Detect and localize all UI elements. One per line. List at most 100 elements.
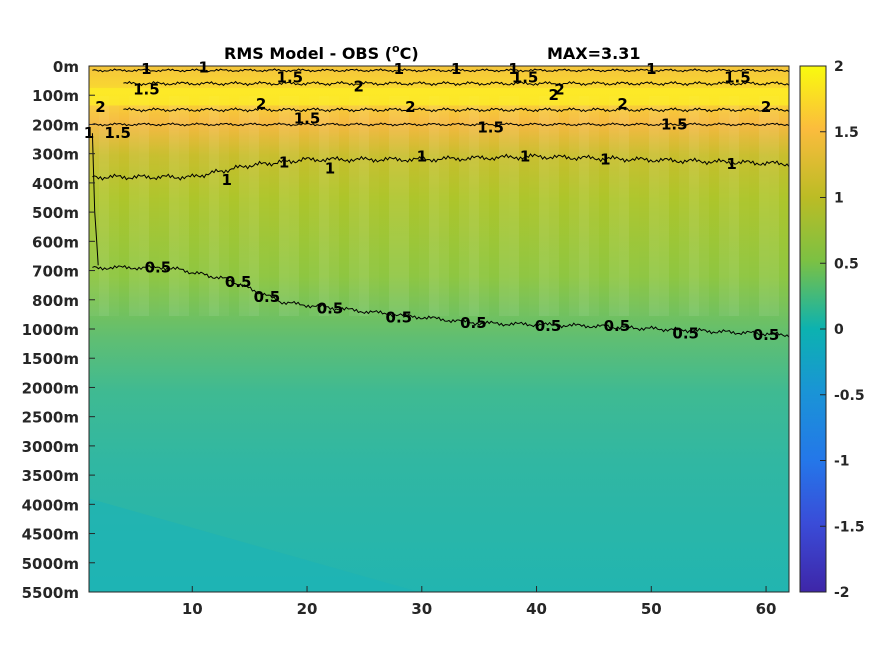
y-tick-label: 5500m — [22, 584, 79, 602]
heatmap-stripe — [689, 96, 699, 316]
contour-label: 1 — [84, 124, 94, 142]
y-tick-label: 4500m — [22, 526, 79, 544]
colorbar: 2 1.5 1 0.5 0 -0.5 -1 -1.5 -2 — [799, 59, 865, 601]
heatmap-stripe — [409, 96, 419, 316]
heatmap-stripe — [359, 96, 369, 316]
y-tick-label: 700m — [32, 263, 79, 281]
contour-label: 0.5 — [604, 317, 631, 335]
y-tick-label: 800m — [32, 292, 79, 310]
y-tick-label: 1000m — [22, 321, 79, 339]
max-band — [89, 87, 789, 106]
y-tick-label: 200m — [32, 116, 79, 134]
contour-label: 1 — [394, 60, 404, 78]
contour-label: 1 — [600, 151, 610, 169]
heatmap-stripe — [649, 96, 659, 316]
y-tick-label: 0m — [53, 58, 79, 76]
y-tick-label: 3000m — [22, 438, 79, 456]
heatmap-stripe — [379, 96, 389, 316]
heatmap-stripe — [419, 96, 429, 316]
y-tick-label: 500m — [32, 204, 79, 222]
colorbar-tick-label: -2 — [834, 585, 850, 601]
heatmap-stripe — [769, 96, 779, 316]
heatmap-stripe — [189, 96, 199, 316]
heatmap-stripe — [309, 96, 319, 316]
contour-label: 1.5 — [133, 80, 160, 98]
contour-label: 1.5 — [104, 124, 131, 142]
contour-label: 1.5 — [724, 69, 751, 87]
title-main: RMS Model - OBS ( — [224, 44, 392, 63]
contour-0.5 — [92, 264, 789, 338]
x-tick-label: 20 — [297, 600, 318, 618]
contour-label: 0.5 — [225, 273, 252, 291]
contour-label: 1 — [726, 155, 736, 173]
heatmap-stripe — [269, 96, 279, 316]
heatmap-stripe — [349, 96, 359, 316]
contour-label: 1 — [451, 60, 461, 78]
heatmap-stripe — [709, 96, 719, 316]
heatmap-stripe — [199, 96, 209, 316]
contour-label: 2 — [256, 95, 266, 113]
heatmap-stripe — [89, 96, 99, 316]
y-tick-label: 2000m — [22, 379, 79, 397]
contour-label: 1 — [141, 60, 151, 78]
heatmap-stripe — [169, 96, 179, 316]
contour-label: 2 — [617, 95, 627, 113]
y-tick-label: 4000m — [22, 496, 79, 514]
colorbar-tick-label: 1 — [834, 191, 844, 207]
heatmap-stripe — [289, 96, 299, 316]
contour-label: 1 — [325, 159, 335, 177]
deep-region — [89, 498, 419, 592]
heatmap-stripe — [499, 96, 509, 316]
contour-label: 1.5 — [277, 69, 304, 87]
heatmap-plot-area — [89, 66, 789, 592]
colorbar-tick-label: 1.5 — [834, 125, 859, 141]
contour-2-top — [123, 80, 789, 87]
heatmap-stripe — [659, 96, 669, 316]
heatmap-stripe — [629, 96, 639, 316]
contour-label: 1.5 — [661, 115, 688, 133]
heatmap-stripe — [699, 96, 709, 316]
heatmap-stripe — [719, 96, 729, 316]
contour-label: 0.5 — [254, 288, 281, 306]
contour-label: 1 — [508, 60, 518, 78]
y-tick-label: 3500m — [22, 467, 79, 485]
y-axis: 0m 100m 200m 300m 400m 500m 600m 700m 800m 1000m 1… — [22, 58, 95, 602]
heatmap-stripe — [259, 96, 269, 316]
heatmap-bands — [89, 87, 789, 592]
heatmap-stripe — [459, 96, 469, 316]
heatmap-stripe — [329, 96, 339, 316]
max-value-label: MAX=3.31 — [547, 44, 641, 63]
heatmap-stripe — [279, 96, 289, 316]
contour-label: 1 — [646, 60, 656, 78]
contour-1-left — [91, 133, 99, 266]
heatmap-stripe — [209, 96, 219, 316]
heatmap-stripe — [779, 96, 789, 316]
heatmap-stripe — [539, 96, 549, 316]
title-unit-end: C) — [400, 44, 419, 63]
heatmap-stripe — [519, 96, 529, 316]
heatmap-stripe — [599, 96, 609, 316]
contour-label: 1.5 — [512, 69, 539, 87]
contour-1.5 — [92, 122, 789, 127]
contour-label: 0.5 — [317, 300, 344, 318]
heatmap-stripe — [239, 96, 249, 316]
colorbar-tick-label: -0.5 — [834, 388, 865, 404]
heatmap-stripe — [439, 96, 449, 316]
title-unit-superscript: o — [392, 42, 400, 55]
colorbar-tick-label: 0.5 — [834, 256, 859, 272]
contour-lines — [91, 68, 789, 338]
heatmap-stripe — [179, 96, 189, 316]
heatmap-stripe — [569, 96, 579, 316]
contour-label: 1 — [279, 153, 289, 171]
heatmap-stripe — [139, 96, 149, 316]
chart-title: RMS Model - OBS (oC) — [224, 42, 419, 63]
heatmap-stripe — [639, 96, 649, 316]
heatmap-stripe — [319, 96, 329, 316]
heatmap-stripe — [299, 96, 309, 316]
heatmap-stripe — [579, 96, 589, 316]
colorbar-ticks: 2 1.5 1 0.5 0 -0.5 -1 -1.5 -2 — [820, 59, 865, 601]
colorbar-tick-label: -1.5 — [834, 519, 865, 535]
heatmap-stripe — [739, 96, 749, 316]
contour-label: 1 — [417, 148, 427, 166]
